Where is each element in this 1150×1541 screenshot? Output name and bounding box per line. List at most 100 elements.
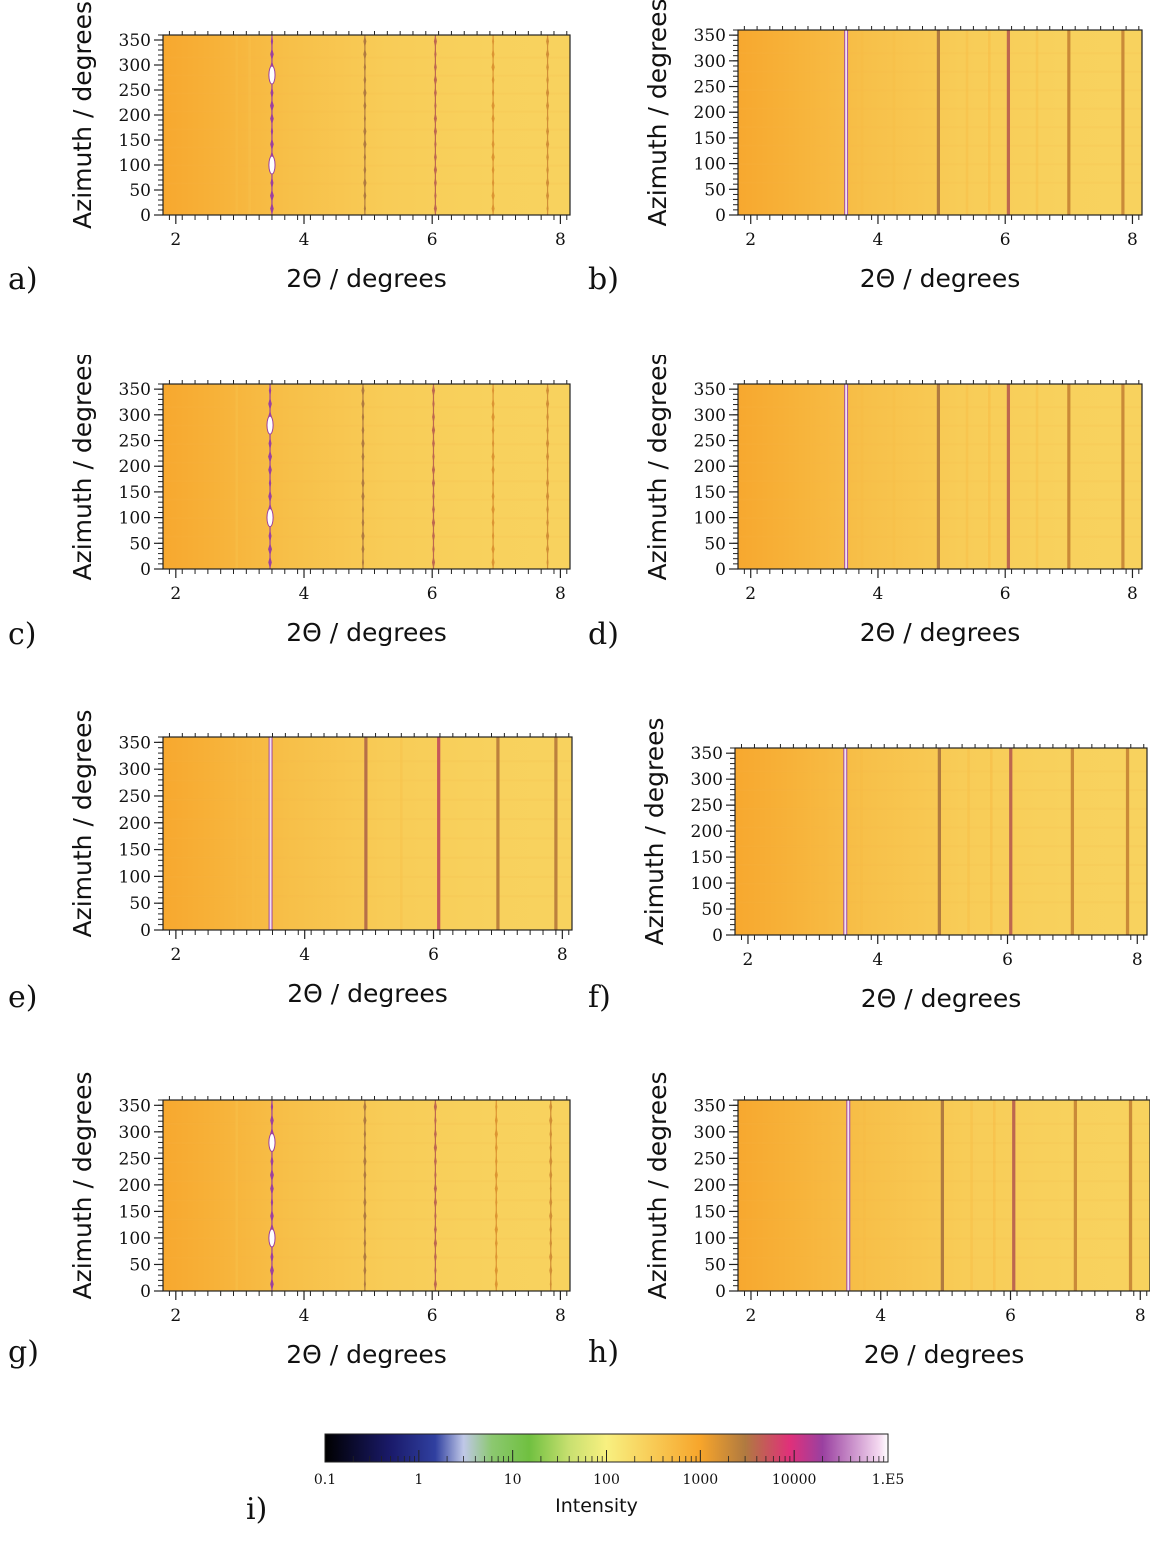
azimuth-texture-row <box>163 1142 570 1145</box>
diffraction-ring <box>892 384 896 569</box>
x-tick-label: 6 <box>1005 1306 1016 1326</box>
diffraction-ring <box>936 30 940 215</box>
y-tick-label: 200 <box>119 457 151 477</box>
diffraction-ring <box>496 737 500 930</box>
y-tick-label: 150 <box>691 848 723 868</box>
y-tick-label: 300 <box>119 406 151 426</box>
y-tick-label: 250 <box>694 78 726 98</box>
diffraction-ring <box>251 737 255 930</box>
ring-core <box>847 1100 850 1291</box>
y-tick-label: 0 <box>712 926 723 946</box>
y-tick-label: 0 <box>140 206 151 226</box>
heatmap-panel-f: 2 4 6 8 0 50 100 150 200 250 300 350 2Θ / degrees Azi… <box>640 718 1148 1013</box>
azimuth-texture-row <box>163 110 570 113</box>
azimuth-texture-row <box>163 182 570 185</box>
x-tick-label: 8 <box>555 1306 566 1326</box>
azimuth-texture-row <box>163 1161 570 1164</box>
diffraction-ring <box>1035 384 1039 569</box>
panel-label-b: b) <box>588 262 619 297</box>
diffraction-ring <box>1009 748 1013 935</box>
y-tick-label: 0 <box>715 560 726 580</box>
y-tick-label: 0 <box>140 560 151 580</box>
y-tick-label: 350 <box>119 733 151 753</box>
y-tick-label: 350 <box>119 1096 151 1116</box>
y-tick-label: 150 <box>119 1202 151 1222</box>
azimuth-texture-row <box>163 461 570 464</box>
diffraction-ring <box>1067 30 1071 215</box>
y-tick-label: 200 <box>119 1176 151 1196</box>
colorbar-tick-label: 100 <box>593 1472 620 1488</box>
azimuth-texture-row <box>163 164 570 167</box>
y-tick-label: 250 <box>119 432 151 452</box>
azimuth-texture-row <box>163 1237 570 1240</box>
azimuth-texture-row <box>163 406 570 409</box>
x-axis-label: 2Θ / degrees <box>286 1340 447 1369</box>
y-tick-label: 350 <box>694 380 726 400</box>
x-tick-label: 6 <box>1002 950 1013 970</box>
y-tick-label: 0 <box>140 1282 151 1302</box>
heatmap-panel-e: 2 4 6 8 0 50 100 150 200 250 300 350 2Θ / degrees Azi… <box>68 710 573 1008</box>
x-axis-label: 2Θ / degrees <box>860 618 1021 647</box>
y-tick-label: 0 <box>715 206 726 226</box>
diffraction-ring <box>970 1100 973 1291</box>
y-tick-label: 300 <box>119 760 151 780</box>
y-tick-label: 100 <box>119 509 151 529</box>
azimuth-texture-row <box>163 92 570 95</box>
diffraction-ring <box>809 30 813 215</box>
bright-spot <box>268 1228 276 1248</box>
y-tick-label: 300 <box>694 52 726 72</box>
y-tick-label: 300 <box>119 1123 151 1143</box>
diffraction-ring <box>988 384 991 569</box>
diffraction-ring <box>364 737 368 930</box>
y-tick-label: 250 <box>694 1149 726 1169</box>
y-tick-label: 300 <box>691 770 723 790</box>
x-tick-label: 8 <box>1132 950 1143 970</box>
panel-label-d: d) <box>588 617 619 652</box>
heatmap-background <box>163 1100 570 1291</box>
diffraction-ring <box>965 384 969 569</box>
bright-spot <box>266 508 274 528</box>
diffraction-ring <box>554 737 558 930</box>
y-tick-label: 50 <box>129 181 151 201</box>
x-tick-label: 6 <box>427 230 438 250</box>
azimuth-texture-row <box>163 1122 570 1125</box>
bright-spot <box>266 415 274 435</box>
x-tick-label: 6 <box>427 1306 438 1326</box>
diffraction-ring <box>860 30 864 215</box>
x-tick-label: 8 <box>555 230 566 250</box>
diffraction-ring <box>248 35 251 215</box>
y-tick-label: 50 <box>129 894 151 914</box>
diffraction-ring <box>892 30 896 215</box>
y-tick-label: 350 <box>119 380 151 400</box>
x-tick-label: 2 <box>170 230 181 250</box>
y-tick-label: 100 <box>694 155 726 175</box>
x-axis-label: 2Θ / degrees <box>864 1340 1025 1369</box>
diffraction-ring <box>965 30 969 215</box>
y-tick-label: 200 <box>694 1176 726 1196</box>
y-tick-label: 100 <box>694 1229 726 1249</box>
diffraction-ring <box>967 748 970 935</box>
x-tick-label: 4 <box>299 945 310 965</box>
x-tick-label: 4 <box>299 230 310 250</box>
diffraction-ring <box>936 384 940 569</box>
y-tick-label: 200 <box>691 822 723 842</box>
azimuth-texture-row <box>163 1199 570 1202</box>
y-tick-label: 50 <box>704 1255 726 1275</box>
intensity-colorbar: 0.1 1 10 100 1000 10000 1.E5 Intensity <box>314 1433 904 1517</box>
y-tick-label: 250 <box>691 796 723 816</box>
azimuth-texture-row <box>163 146 570 149</box>
x-tick-label: 8 <box>1127 230 1138 250</box>
y-tick-label: 300 <box>694 1123 726 1143</box>
diffraction-ring <box>809 384 813 569</box>
diffraction-ring <box>1006 384 1010 569</box>
azimuth-texture-row <box>163 1180 570 1183</box>
ring-core <box>844 748 847 935</box>
y-tick-label: 350 <box>119 31 151 51</box>
diffraction-ring <box>825 384 829 569</box>
y-tick-label: 250 <box>119 1149 151 1169</box>
y-tick-label: 350 <box>691 744 723 764</box>
diffraction-ring <box>988 30 991 215</box>
azimuth-texture-row <box>163 56 570 59</box>
y-tick-label: 300 <box>694 406 726 426</box>
x-tick-label: 6 <box>427 584 438 604</box>
